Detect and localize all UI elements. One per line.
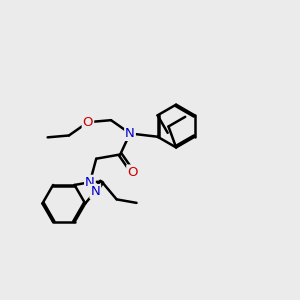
Text: N: N xyxy=(85,176,95,189)
Text: N: N xyxy=(125,127,135,140)
Text: O: O xyxy=(83,116,93,129)
Text: N: N xyxy=(90,185,100,198)
Text: O: O xyxy=(127,166,138,178)
